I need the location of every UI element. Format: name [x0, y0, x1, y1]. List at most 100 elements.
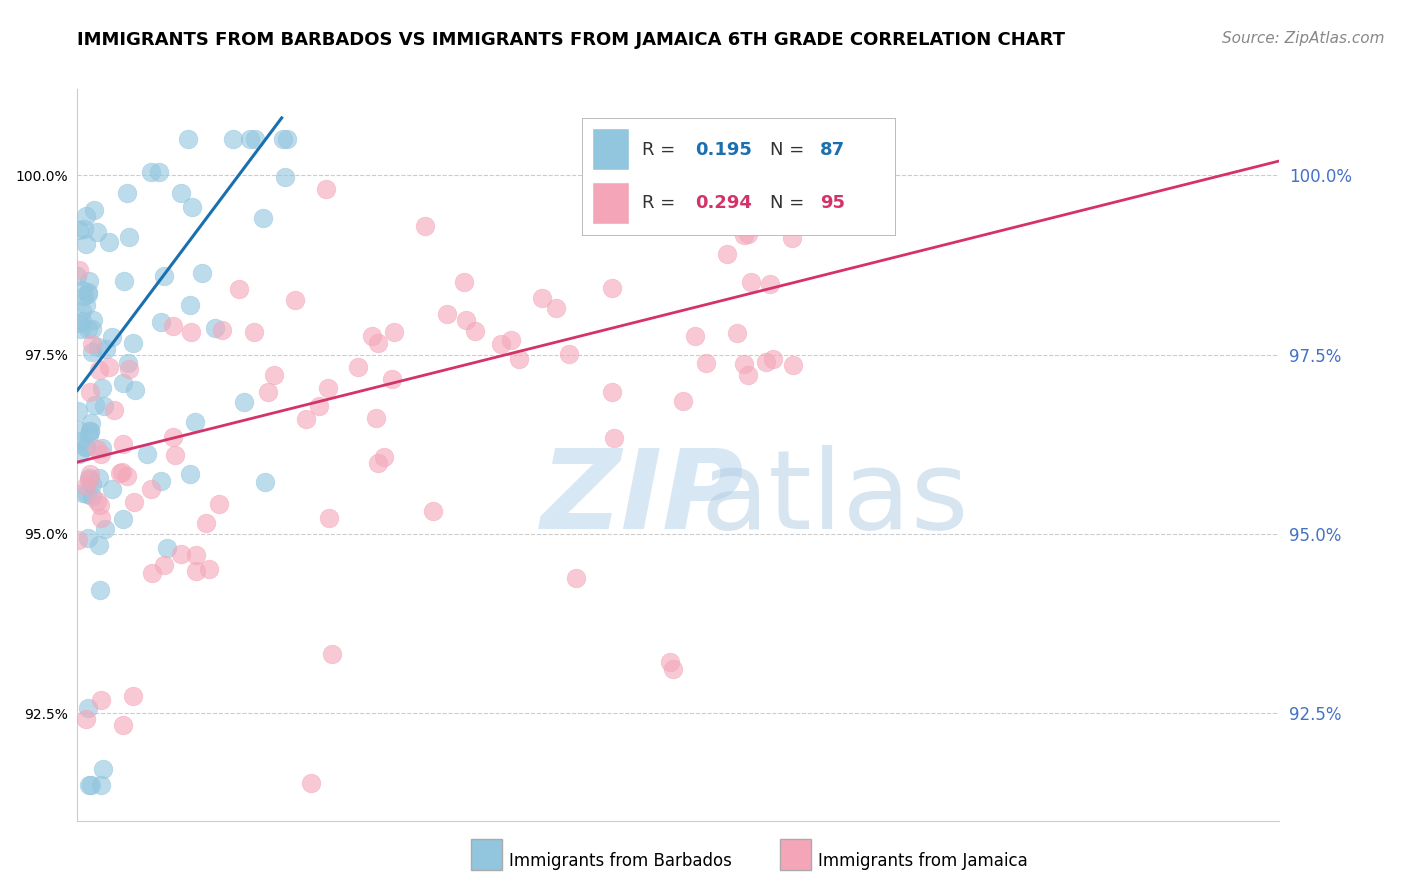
- Point: [725, 326, 748, 341]
- Point: [148, 165, 170, 179]
- Text: Immigrants from Jamaica: Immigrants from Jamaica: [818, 852, 1028, 870]
- Point: [186, 564, 208, 578]
- Point: [755, 355, 778, 369]
- Point: [243, 325, 266, 339]
- Point: [89, 583, 111, 598]
- Point: [775, 157, 797, 171]
- Point: [93, 399, 115, 413]
- Point: [79, 424, 101, 438]
- Point: [97, 235, 120, 250]
- Point: [491, 337, 513, 351]
- Point: [373, 450, 395, 465]
- Point: [111, 465, 134, 479]
- Point: [70, 314, 93, 328]
- Point: [91, 762, 114, 776]
- Point: [544, 301, 567, 315]
- Point: [72, 486, 94, 500]
- Point: [83, 203, 105, 218]
- Point: [86, 225, 108, 239]
- Point: [73, 222, 96, 236]
- Point: [135, 447, 157, 461]
- Point: [82, 313, 104, 327]
- Point: [77, 778, 100, 792]
- Point: [141, 566, 163, 580]
- Point: [110, 466, 132, 480]
- Point: [80, 416, 103, 430]
- Point: [67, 223, 90, 237]
- Point: [733, 227, 755, 242]
- Point: [73, 441, 96, 455]
- Point: [163, 448, 186, 462]
- Text: Source: ZipAtlas.com: Source: ZipAtlas.com: [1222, 31, 1385, 46]
- Point: [558, 347, 581, 361]
- Point: [115, 186, 138, 200]
- Point: [318, 510, 340, 524]
- Point: [75, 712, 97, 726]
- Point: [111, 512, 134, 526]
- Point: [436, 307, 458, 321]
- Point: [382, 325, 405, 339]
- Point: [695, 356, 717, 370]
- Point: [72, 288, 94, 302]
- Point: [80, 337, 103, 351]
- Point: [112, 274, 135, 288]
- Point: [239, 132, 262, 146]
- Point: [149, 474, 172, 488]
- Point: [243, 132, 266, 146]
- Point: [76, 486, 98, 500]
- Point: [156, 541, 179, 556]
- Point: [66, 404, 89, 418]
- Point: [716, 246, 738, 260]
- Point: [75, 209, 97, 223]
- Point: [79, 778, 101, 792]
- Point: [454, 313, 477, 327]
- Point: [100, 482, 122, 496]
- Point: [86, 494, 108, 508]
- Point: [67, 448, 90, 462]
- Point: [77, 275, 100, 289]
- Point: [118, 361, 141, 376]
- Point: [181, 201, 204, 215]
- Point: [149, 315, 172, 329]
- Point: [179, 298, 201, 312]
- Point: [211, 323, 233, 337]
- Point: [66, 268, 89, 283]
- Point: [780, 231, 803, 245]
- Text: atlas: atlas: [700, 445, 969, 552]
- Point: [79, 424, 101, 438]
- Point: [176, 132, 198, 146]
- Point: [90, 510, 112, 524]
- Point: [72, 304, 94, 318]
- Point: [77, 285, 100, 299]
- Point: [295, 412, 318, 426]
- Point: [737, 368, 759, 382]
- Point: [222, 132, 245, 146]
- Point: [367, 335, 389, 350]
- Point: [170, 547, 193, 561]
- Point: [501, 333, 523, 347]
- Point: [76, 531, 98, 545]
- Point: [90, 441, 112, 455]
- Y-axis label: 6th Grade: 6th Grade: [0, 413, 4, 497]
- Point: [77, 471, 100, 485]
- Point: [66, 533, 89, 547]
- Point: [600, 384, 623, 399]
- Point: [90, 693, 112, 707]
- Point: [77, 474, 100, 488]
- Point: [751, 214, 773, 228]
- Point: [69, 434, 91, 448]
- Point: [70, 321, 93, 335]
- Point: [381, 371, 404, 385]
- Point: [233, 395, 256, 409]
- Point: [659, 655, 682, 669]
- Point: [737, 227, 759, 242]
- Point: [67, 263, 90, 277]
- Point: [367, 456, 389, 470]
- Point: [80, 344, 103, 359]
- Point: [263, 368, 285, 382]
- Point: [84, 398, 107, 412]
- Point: [87, 471, 110, 485]
- Point: [758, 277, 780, 291]
- Point: [75, 440, 97, 454]
- Point: [252, 211, 274, 226]
